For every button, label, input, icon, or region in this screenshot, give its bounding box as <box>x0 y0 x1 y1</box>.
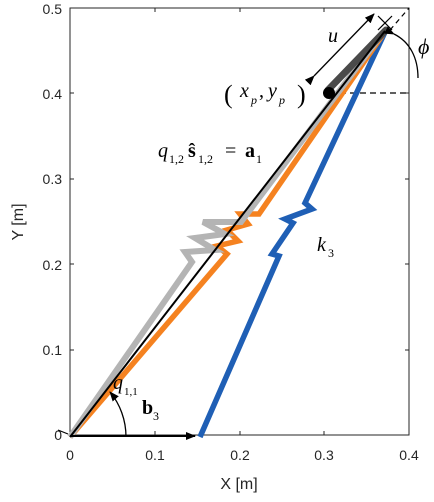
x-tick-1: 0.1 <box>145 447 165 463</box>
label-point: ( x p , y p ) <box>224 80 306 109</box>
x-axis-title: X [m] <box>220 476 257 493</box>
origin-mark <box>57 429 69 435</box>
label-q11: q 1,1 <box>113 372 138 398</box>
y-tick-2: 0.2 <box>43 257 63 273</box>
svg-text:a: a <box>245 140 255 162</box>
q11-arc <box>109 391 127 438</box>
y-tick-3: 0.3 <box>43 171 63 187</box>
tip-marker-2 <box>377 15 393 31</box>
x-tick-2: 0.2 <box>230 447 250 463</box>
svg-text:ŝ: ŝ <box>188 140 196 162</box>
svg-text:y: y <box>266 80 277 102</box>
svg-text:p: p <box>278 93 285 107</box>
phi-reference-line <box>389 7 410 31</box>
svg-text:=: = <box>225 140 236 162</box>
y-tick-1: 0.1 <box>43 342 63 358</box>
svg-text:x: x <box>239 80 249 102</box>
axis-ticks <box>69 7 410 436</box>
label-phi: ϕ <box>418 34 429 59</box>
svg-text:(: ( <box>224 80 233 109</box>
vector-a1 <box>69 30 386 438</box>
svg-text:3: 3 <box>328 246 334 260</box>
orange-link <box>67 28 389 439</box>
x-tick-4: 0.4 <box>399 447 419 463</box>
svg-text:1: 1 <box>256 152 262 166</box>
label-u: u <box>328 25 338 47</box>
svg-text:q: q <box>158 140 168 162</box>
point-xp-yp <box>323 87 335 99</box>
gray-link <box>67 28 388 439</box>
label-k3: k 3 <box>317 234 334 260</box>
y-tick-5: 0.5 <box>43 1 63 17</box>
svg-text:,: , <box>259 80 264 102</box>
svg-text:1,1: 1,1 <box>124 386 138 398</box>
svg-text:k: k <box>317 234 327 256</box>
y-axis-title: Y [m] <box>10 203 27 240</box>
svg-text:): ) <box>297 80 306 109</box>
x-tick-0: 0 <box>66 447 74 463</box>
svg-text:q: q <box>113 372 123 394</box>
svg-text:1,2: 1,2 <box>169 152 184 166</box>
blue-link-k3 <box>197 28 389 439</box>
label-vector-a1: q 1,2 ŝ 1,2 = a 1 <box>158 140 262 166</box>
x-tick-3: 0.3 <box>314 447 334 463</box>
y-tick-4: 0.4 <box>43 86 63 102</box>
svg-text:3: 3 <box>153 409 159 423</box>
svg-text:p: p <box>250 93 257 107</box>
svg-text:1,2: 1,2 <box>198 152 213 166</box>
y-tick-0: 0 <box>54 427 62 443</box>
u-dimension-arrow <box>304 13 375 86</box>
svg-text:b: b <box>142 397 153 419</box>
phi-arc <box>384 26 419 79</box>
label-b3: b 3 <box>142 397 159 423</box>
